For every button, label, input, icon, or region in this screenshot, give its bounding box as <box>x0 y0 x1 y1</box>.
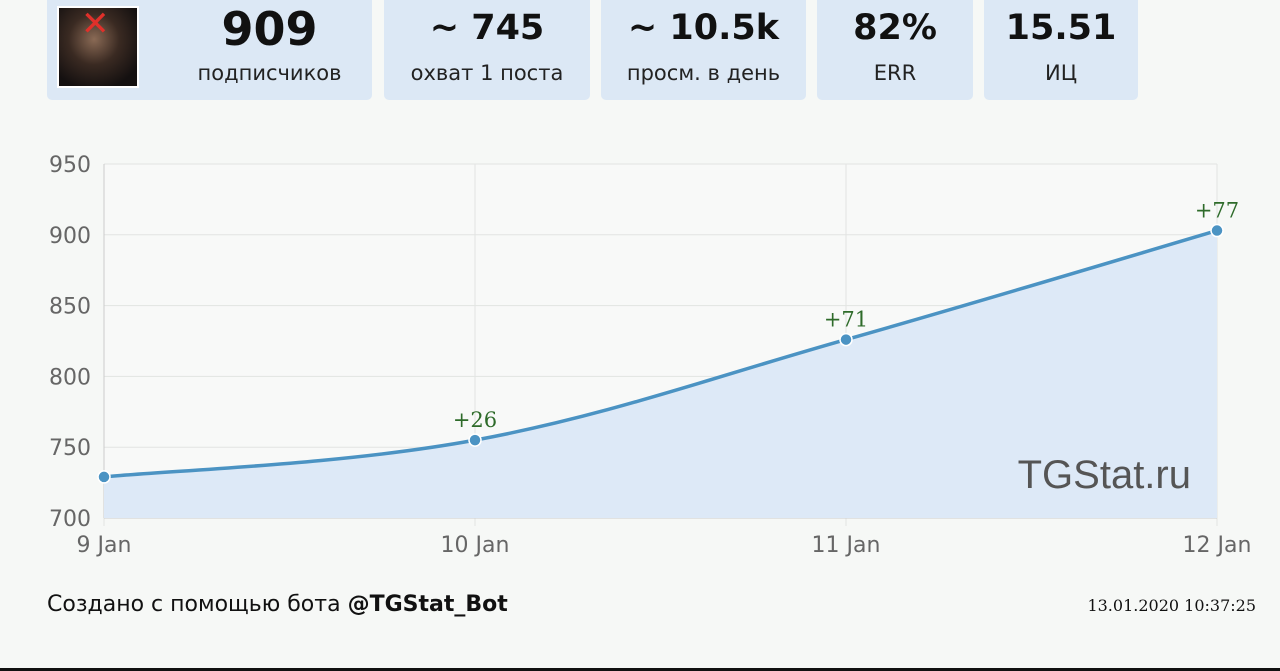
footer-credit: Создано с помощью бота @TGStat_Bot <box>47 592 508 617</box>
x-tick-label: 10 Jan <box>441 533 510 558</box>
area-fill <box>104 230 1217 518</box>
subscribers-label: подписчиков <box>197 61 342 85</box>
err-label: ERR <box>873 61 917 85</box>
avatar-x-mark: ✕ <box>81 6 110 44</box>
y-tick-label: 800 <box>49 365 91 390</box>
footer-prefix: Создано с помощью бота <box>47 592 348 617</box>
views-value: ~ 10.5k <box>627 8 780 48</box>
err-value: 82% <box>853 8 937 48</box>
subscribers-card: ✕ 909 подписчиков <box>47 0 372 100</box>
reach-value: ~ 745 <box>429 8 545 48</box>
ic-value: 15.51 <box>1005 8 1117 48</box>
ic-label: ИЦ <box>1044 61 1077 85</box>
y-tick-label: 750 <box>49 436 91 461</box>
channel-avatar[interactable]: ✕ <box>57 6 139 88</box>
bottom-divider <box>0 668 1280 671</box>
x-tick-label: 11 Jan <box>812 533 881 558</box>
x-tick-label: 12 Jan <box>1183 533 1252 558</box>
data-point <box>1210 223 1224 238</box>
data-point <box>97 470 111 484</box>
subscribers-value: 909 <box>221 2 318 56</box>
series-line <box>103 228 1218 479</box>
y-tick-label: 950 <box>49 153 91 178</box>
y-tick-label: 850 <box>49 295 91 320</box>
data-label: +77 <box>1195 199 1239 223</box>
data-point <box>468 433 482 447</box>
data-label: +26 <box>453 408 497 432</box>
subscribers-chart: 700 750 800 850 900 950 9 Jan 10 Jan 11 Jan 12 Ja… <box>49 153 1252 558</box>
reach-label: охват 1 поста <box>410 61 564 85</box>
y-tick-label: 700 <box>49 507 91 532</box>
reach-card: ~ 745 охват 1 поста <box>384 0 590 100</box>
ic-card: 15.51 ИЦ <box>984 0 1138 100</box>
views-card: ~ 10.5k просм. в день <box>601 0 806 100</box>
footer-timestamp: 13.01.2020 10:37:25 <box>1087 596 1256 615</box>
data-point <box>839 332 853 347</box>
data-label: +71 <box>824 308 868 332</box>
y-tick-label: 900 <box>49 224 91 249</box>
x-tick-label: 9 Jan <box>77 533 132 558</box>
bot-link[interactable]: @TGStat_Bot <box>347 592 508 617</box>
views-label: просм. в день <box>626 61 781 85</box>
err-card: 82% ERR <box>817 0 973 100</box>
watermark: TGStat.ru <box>1018 453 1191 497</box>
